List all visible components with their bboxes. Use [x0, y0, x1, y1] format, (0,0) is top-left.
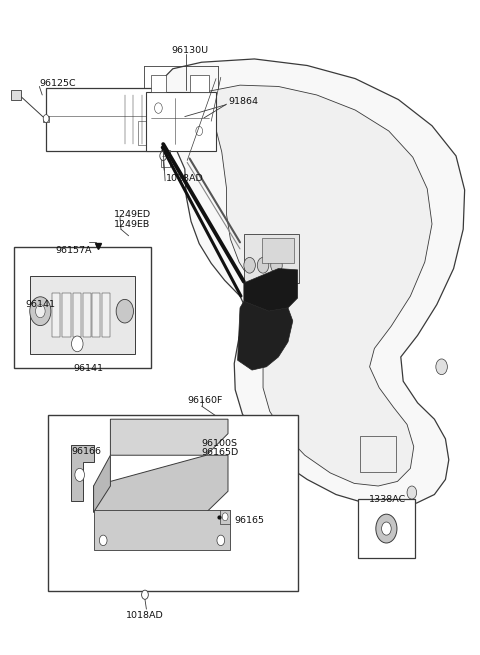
Circle shape: [217, 535, 225, 546]
PathPatch shape: [71, 445, 94, 501]
Text: 96166: 96166: [71, 447, 101, 457]
Bar: [62, 293, 71, 337]
Bar: [52, 293, 60, 337]
Bar: [360, 436, 396, 472]
Circle shape: [43, 115, 49, 122]
Bar: [94, 510, 230, 550]
Bar: [14, 247, 151, 368]
Circle shape: [382, 522, 391, 535]
Bar: [138, 121, 152, 145]
Bar: [102, 293, 110, 337]
Circle shape: [436, 359, 447, 375]
Circle shape: [72, 336, 83, 352]
Bar: [220, 510, 230, 524]
Text: 1249ED: 1249ED: [114, 210, 151, 219]
Bar: [48, 415, 298, 591]
Text: 96125C: 96125C: [39, 79, 76, 88]
Text: 1249EB: 1249EB: [114, 219, 151, 229]
Bar: [146, 92, 216, 151]
Bar: [30, 276, 135, 354]
Bar: [190, 75, 209, 92]
PathPatch shape: [162, 59, 465, 506]
Circle shape: [196, 126, 203, 136]
Text: 1338AC: 1338AC: [369, 495, 407, 504]
Circle shape: [222, 513, 228, 521]
PathPatch shape: [110, 419, 228, 455]
Circle shape: [160, 151, 167, 160]
Text: 1018AD: 1018AD: [126, 611, 164, 620]
Circle shape: [244, 257, 255, 273]
Bar: [161, 150, 170, 167]
Circle shape: [30, 297, 51, 326]
Text: 96165: 96165: [234, 515, 264, 525]
Text: 91864: 91864: [228, 97, 258, 106]
PathPatch shape: [206, 85, 432, 486]
Bar: [83, 293, 91, 337]
Circle shape: [257, 257, 269, 273]
Text: 96130U: 96130U: [171, 46, 208, 55]
Circle shape: [116, 299, 133, 323]
Bar: [92, 293, 100, 337]
Text: 96141: 96141: [74, 364, 104, 373]
Circle shape: [271, 257, 282, 273]
Text: 96160F: 96160F: [187, 396, 223, 405]
Circle shape: [155, 103, 162, 113]
Circle shape: [407, 486, 417, 499]
Bar: [358, 499, 415, 558]
Text: 96157A: 96157A: [55, 246, 92, 255]
Text: 96100S: 96100S: [202, 439, 238, 448]
Text: 96141: 96141: [25, 300, 55, 309]
Circle shape: [376, 514, 397, 543]
PathPatch shape: [244, 269, 298, 311]
PathPatch shape: [94, 455, 110, 512]
PathPatch shape: [238, 301, 293, 370]
Circle shape: [99, 535, 107, 546]
Bar: [46, 88, 161, 151]
Bar: [43, 116, 49, 122]
PathPatch shape: [94, 455, 228, 512]
Circle shape: [75, 468, 84, 481]
Text: 1018AD: 1018AD: [166, 174, 204, 183]
Bar: [11, 90, 21, 100]
Bar: [151, 75, 166, 92]
Bar: [73, 293, 81, 337]
Circle shape: [142, 590, 148, 599]
Circle shape: [36, 305, 45, 318]
Bar: [244, 234, 299, 283]
Text: 96165D: 96165D: [202, 448, 239, 457]
Bar: [262, 238, 294, 263]
